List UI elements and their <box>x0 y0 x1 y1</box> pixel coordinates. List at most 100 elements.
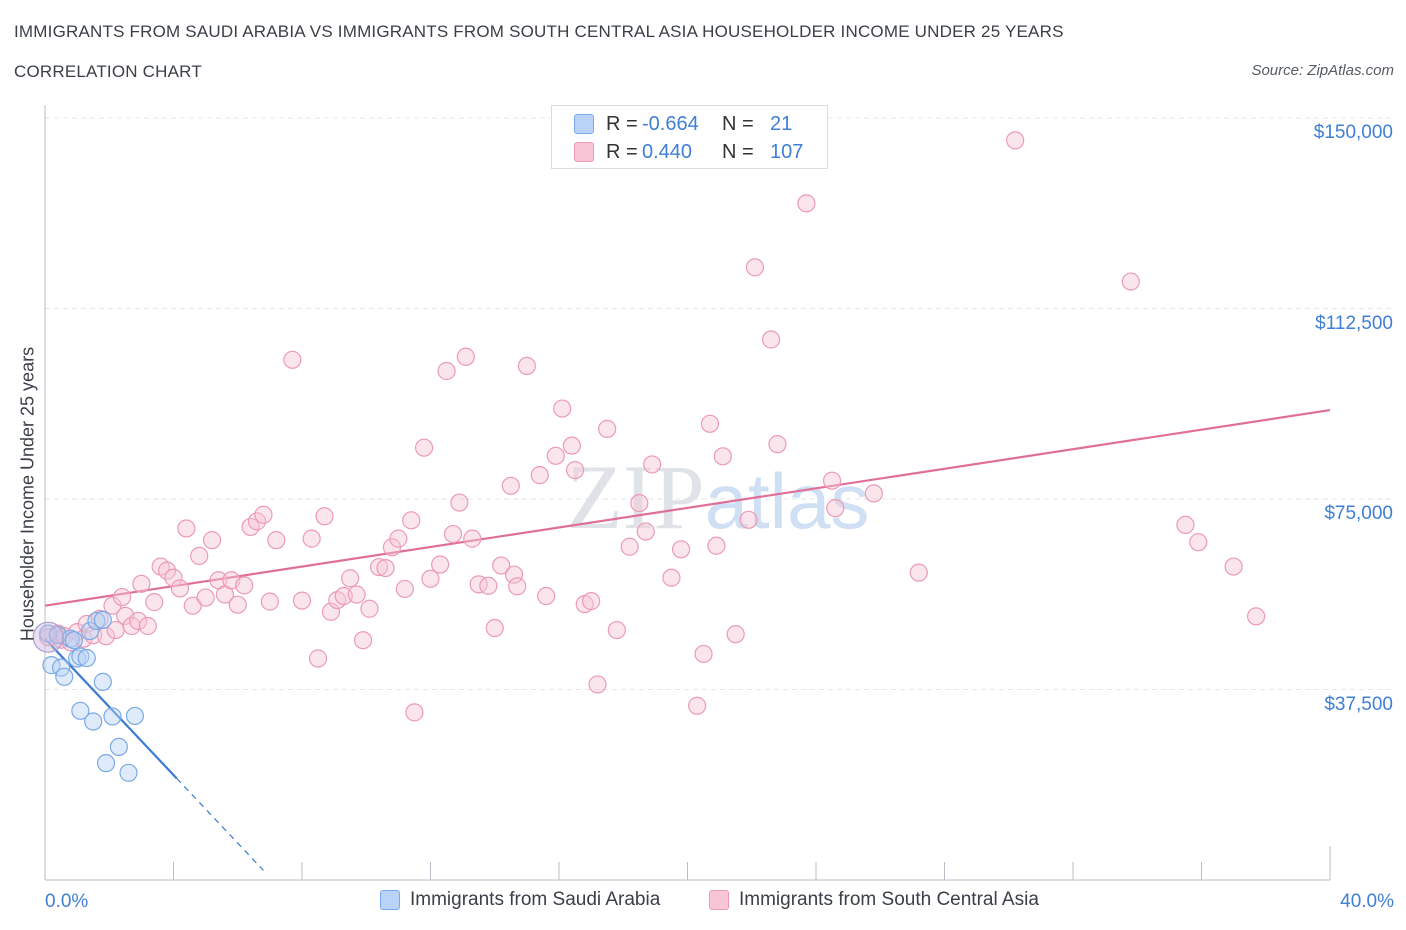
data-point <box>450 493 469 512</box>
data-point <box>202 531 222 550</box>
data-point <box>1006 131 1025 150</box>
data-point <box>909 563 928 582</box>
data-point <box>546 446 565 465</box>
data-point <box>347 585 366 604</box>
data-point <box>826 499 845 518</box>
legend-n-value: 107 <box>770 140 804 163</box>
data-point <box>768 435 787 454</box>
data-point <box>562 436 581 455</box>
data-point <box>607 620 626 640</box>
data-point <box>797 194 816 213</box>
data-point <box>74 629 93 648</box>
data-point <box>228 595 247 614</box>
data-point <box>508 577 527 596</box>
data-point <box>138 616 157 636</box>
data-point <box>84 712 103 731</box>
data-point <box>726 625 745 644</box>
data-point <box>292 591 312 610</box>
data-point <box>93 610 112 630</box>
trend-line-south-central-asia <box>44 409 1331 607</box>
data-point <box>247 512 267 531</box>
legend-n-label: N = <box>722 140 754 163</box>
data-point <box>190 546 209 565</box>
series-swatch-saudi-arabia <box>380 890 400 910</box>
data-point <box>267 531 286 550</box>
data-point <box>463 529 482 548</box>
data-point <box>517 356 536 376</box>
series-legend-saudi-arabia: Immigrants from Saudi Arabia <box>380 889 660 911</box>
data-point <box>636 522 655 541</box>
y-tick-label: $75,000 <box>1324 503 1393 524</box>
data-point <box>321 602 341 621</box>
data-point <box>582 592 601 611</box>
data-point <box>565 460 585 480</box>
data-point <box>864 484 883 503</box>
data-point <box>302 529 321 548</box>
data-point <box>1224 557 1243 576</box>
data-point <box>157 561 177 580</box>
data-point <box>707 536 726 555</box>
legend-n-label: N = <box>722 112 754 135</box>
data-point <box>119 763 138 782</box>
data-point <box>671 540 691 559</box>
data-point <box>443 524 463 544</box>
legend-r-label: R = <box>606 140 638 163</box>
data-point <box>254 505 273 524</box>
data-point <box>395 579 414 599</box>
data-point <box>71 647 90 666</box>
data-point <box>405 703 424 722</box>
y-tick-label: $37,500 <box>1324 693 1393 715</box>
data-point <box>196 588 215 607</box>
data-point <box>389 529 408 548</box>
data-point <box>96 754 116 773</box>
series-legend-label: Immigrants from South Central Asia <box>739 889 1039 910</box>
series-legend-south-central-asia: Immigrants from South Central Asia <box>709 889 1039 911</box>
data-point <box>64 631 84 650</box>
data-point <box>341 569 360 588</box>
data-point <box>662 568 681 587</box>
data-point <box>235 576 254 595</box>
legend-n-value: 21 <box>770 112 793 135</box>
data-point <box>353 631 373 650</box>
y-axis-title: Householder Income Under 25 years <box>17 346 38 642</box>
data-point <box>739 510 758 529</box>
data-point <box>694 644 713 664</box>
data-point <box>164 568 183 587</box>
data-point <box>421 569 440 588</box>
data-point <box>55 667 74 686</box>
chart-source: Source: ZipAtlas.com <box>1251 62 1394 79</box>
data-point <box>643 455 662 474</box>
data-point <box>598 419 617 438</box>
data-point <box>315 507 334 526</box>
data-point <box>414 438 434 457</box>
data-point <box>129 611 148 631</box>
data-point <box>370 557 389 577</box>
trend-line-saudi-arabia-extension <box>176 777 264 871</box>
data-point <box>283 350 302 369</box>
data-points <box>32 131 1266 782</box>
data-point <box>700 414 720 433</box>
legend-swatch-saudi-arabia <box>574 114 594 134</box>
x-tick-label-min: 0.0% <box>45 891 89 912</box>
axes <box>44 105 1331 881</box>
y-tick-label: $150,000 <box>1313 122 1393 143</box>
data-point <box>745 258 765 277</box>
data-point <box>1247 607 1266 626</box>
data-point <box>183 596 202 615</box>
x-tick-label-max: 40.0% <box>1340 891 1394 912</box>
correlation-legend: R = -0.664 N = 21 R = 0.440 N = 107 <box>551 105 828 169</box>
legend-row-south-central-asia: R = 0.440 N = 107 <box>574 140 810 164</box>
data-point <box>1121 272 1140 291</box>
data-point <box>360 599 379 618</box>
legend-r-label: R = <box>606 112 638 135</box>
data-point <box>93 672 112 691</box>
legend-row-saudi-arabia: R = -0.664 N = 21 <box>574 112 810 136</box>
data-point <box>456 347 475 366</box>
series-legend-label: Immigrants from Saudi Arabia <box>410 889 661 910</box>
data-point <box>402 511 421 530</box>
y-tick-label: $112,500 <box>1315 312 1393 334</box>
data-point <box>260 592 279 611</box>
data-point <box>77 648 96 668</box>
grid-lines <box>45 117 1392 690</box>
data-point <box>504 565 524 584</box>
